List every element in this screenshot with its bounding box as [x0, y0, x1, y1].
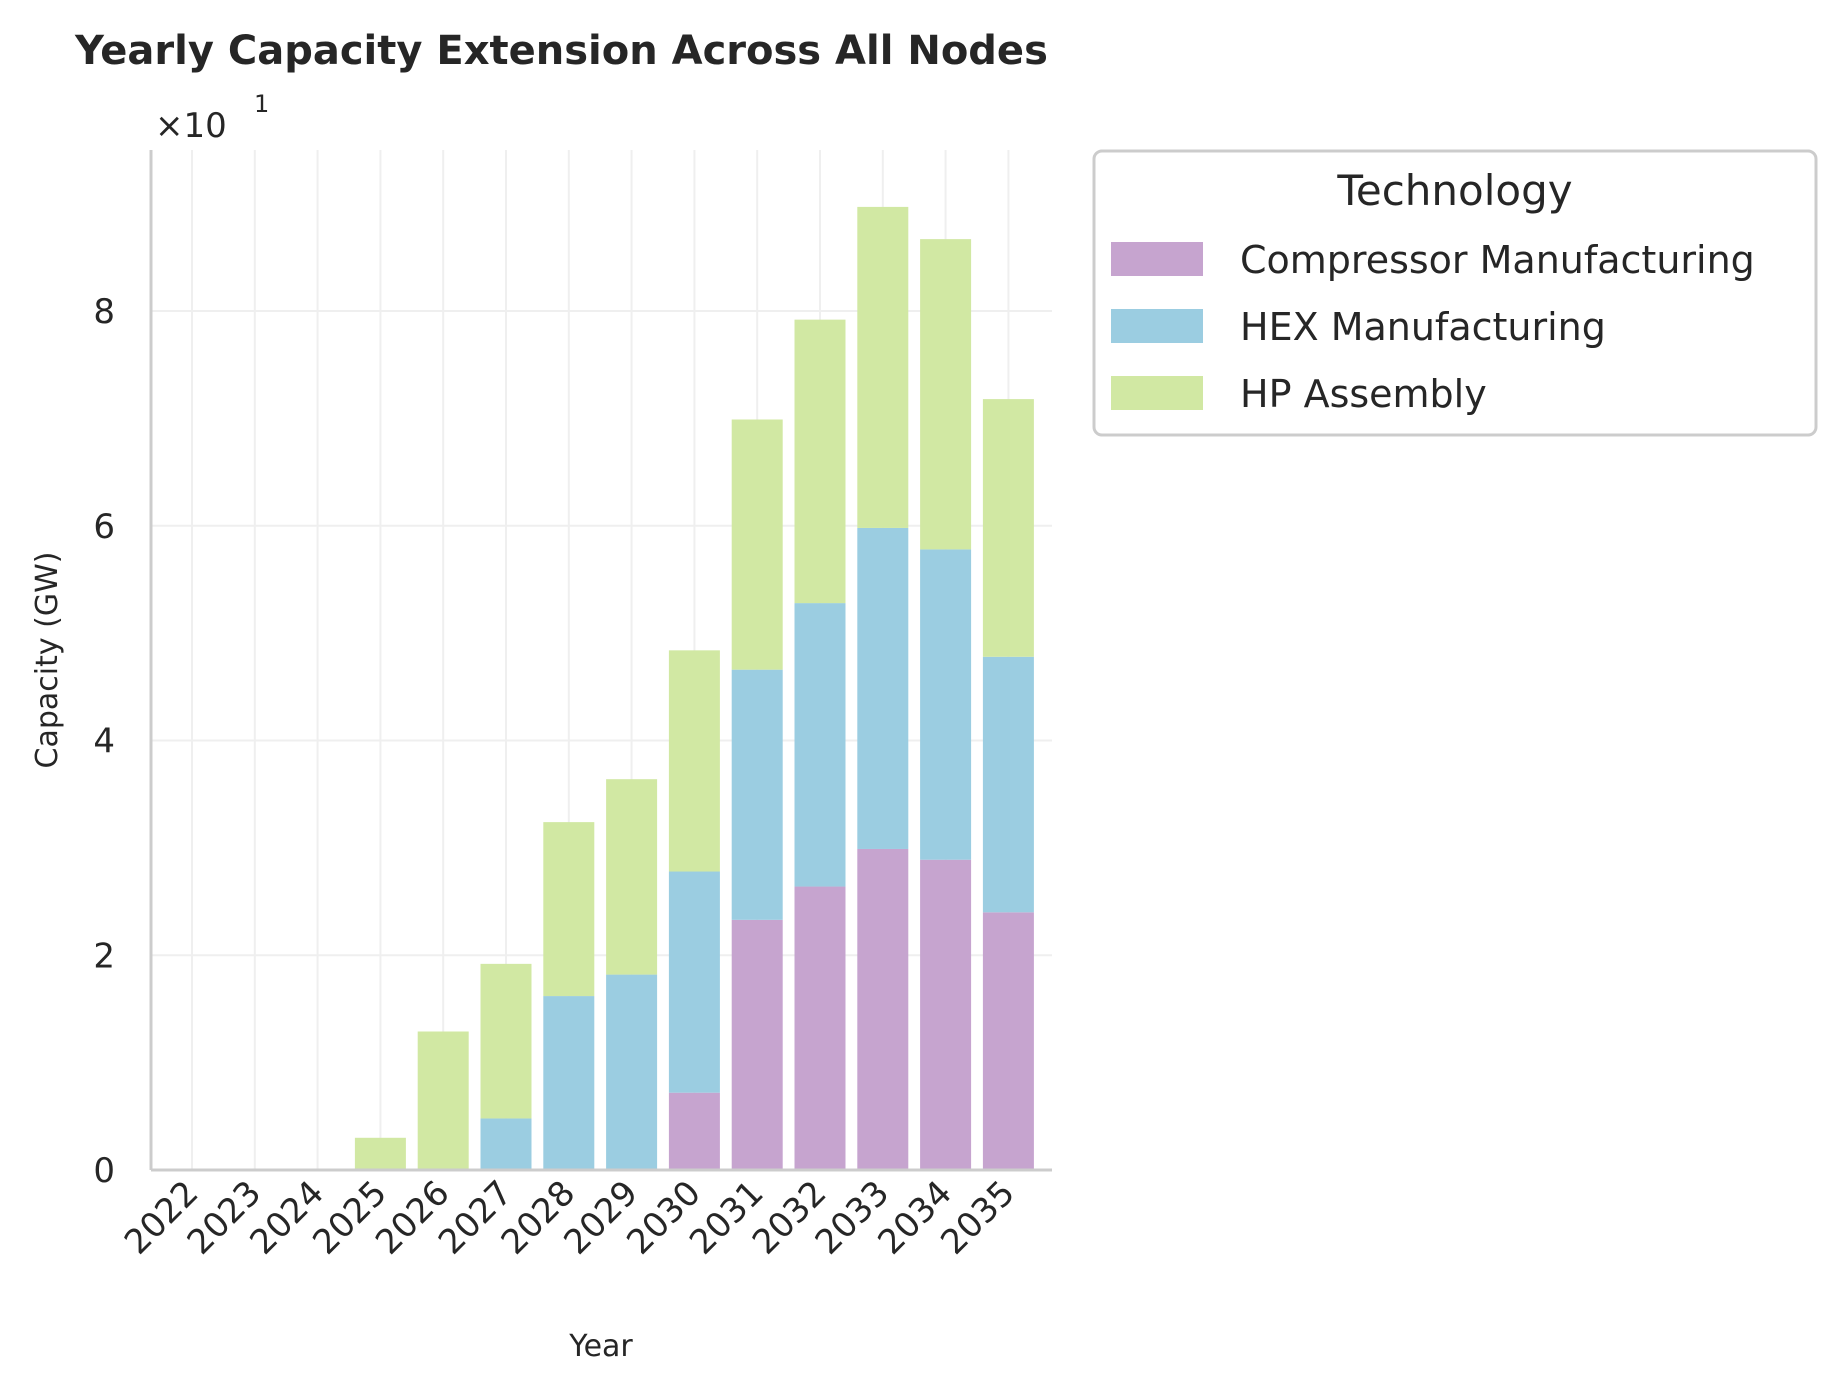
x-tick-label: 2025 — [305, 1173, 394, 1262]
bar-hp-assembly — [857, 206, 909, 528]
bar-hex-manufacturing — [857, 527, 909, 849]
y-axis-label: Capacity (GW) — [30, 552, 65, 769]
legend-items: Compressor Manufacturing HEX Manufacturin… — [1111, 238, 1755, 416]
bar-hp-assembly — [606, 779, 658, 975]
y-offset-label: ×10 — [155, 106, 227, 146]
bar-hp-assembly — [920, 239, 972, 550]
legend-label: HP Assembly — [1240, 372, 1487, 416]
bar-hp-assembly — [543, 822, 595, 997]
x-tick-label: 2033 — [808, 1173, 897, 1262]
x-tick-label: 2024 — [242, 1173, 331, 1262]
y-offset-text: ×10 1 — [155, 90, 269, 146]
bar-hex-manufacturing — [668, 871, 720, 1093]
bar-compressor-manufacturing — [982, 912, 1034, 1170]
bar-hex-manufacturing — [920, 549, 972, 860]
legend-swatch — [1111, 242, 1203, 276]
x-tick-label: 2034 — [870, 1173, 959, 1262]
legend-title: Technology — [1336, 166, 1572, 215]
y-tick-labels: 0 2 4 6 8 — [93, 292, 115, 1191]
bar-hex-manufacturing — [731, 669, 783, 920]
bar-hp-assembly — [794, 319, 846, 604]
y-tick-label: 0 — [93, 1151, 115, 1191]
bar-compressor-manufacturing — [794, 886, 846, 1170]
gridlines — [151, 150, 1052, 1170]
bar-hp-assembly — [982, 399, 1034, 657]
x-tick-label: 2035 — [933, 1173, 1022, 1262]
bar-compressor-manufacturing — [731, 919, 783, 1170]
legend-frame — [1092, 149, 1818, 437]
bar-hex-manufacturing — [794, 603, 846, 887]
bar-hp-assembly — [480, 963, 532, 1119]
bar-compressor-manufacturing — [857, 848, 909, 1170]
bar-hp-assembly — [354, 1137, 406, 1170]
bar-hex-manufacturing — [982, 656, 1034, 913]
x-tick-label: 2032 — [745, 1173, 834, 1262]
legend-label: Compressor Manufacturing — [1240, 238, 1755, 282]
legend-swatch — [1111, 309, 1203, 343]
chart-title: Yearly Capacity Extension Across All Nod… — [74, 28, 1048, 74]
bar-hex-manufacturing — [480, 1118, 532, 1170]
x-tick-label: 2029 — [556, 1173, 645, 1262]
y-tick-label: 6 — [93, 507, 115, 547]
y-offset-exponent: 1 — [254, 90, 269, 118]
y-tick-label: 4 — [93, 722, 115, 762]
bar-compressor-manufacturing — [920, 859, 972, 1170]
bar-hp-assembly — [417, 1031, 469, 1170]
bar-compressor-manufacturing — [668, 1092, 720, 1170]
legend-swatch — [1111, 376, 1203, 410]
x-tick-label: 2030 — [619, 1173, 708, 1262]
bars — [354, 206, 1034, 1170]
x-axis-label: Year — [568, 1329, 633, 1364]
x-tick-label: 2031 — [682, 1173, 771, 1262]
legend-label: HEX Manufacturing — [1240, 305, 1606, 349]
y-tick-label: 8 — [93, 292, 115, 332]
x-tick-label: 2028 — [494, 1173, 583, 1262]
x-tick-labels: 2022202320242025202620272028202920302031… — [117, 1173, 1023, 1262]
bar-hex-manufacturing — [606, 974, 658, 1170]
x-tick-label: 2026 — [368, 1173, 457, 1262]
x-tick-label: 2022 — [117, 1173, 206, 1262]
x-tick-label: 2027 — [431, 1173, 520, 1262]
legend: Technology Compressor Manufacturing HEX M… — [1092, 149, 1818, 437]
bar-hp-assembly — [731, 419, 783, 670]
axes — [149, 150, 1052, 1172]
bar-hp-assembly — [668, 650, 720, 872]
x-tick-label: 2023 — [180, 1173, 269, 1262]
bar-hex-manufacturing — [543, 996, 595, 1170]
y-tick-label: 2 — [93, 936, 115, 976]
